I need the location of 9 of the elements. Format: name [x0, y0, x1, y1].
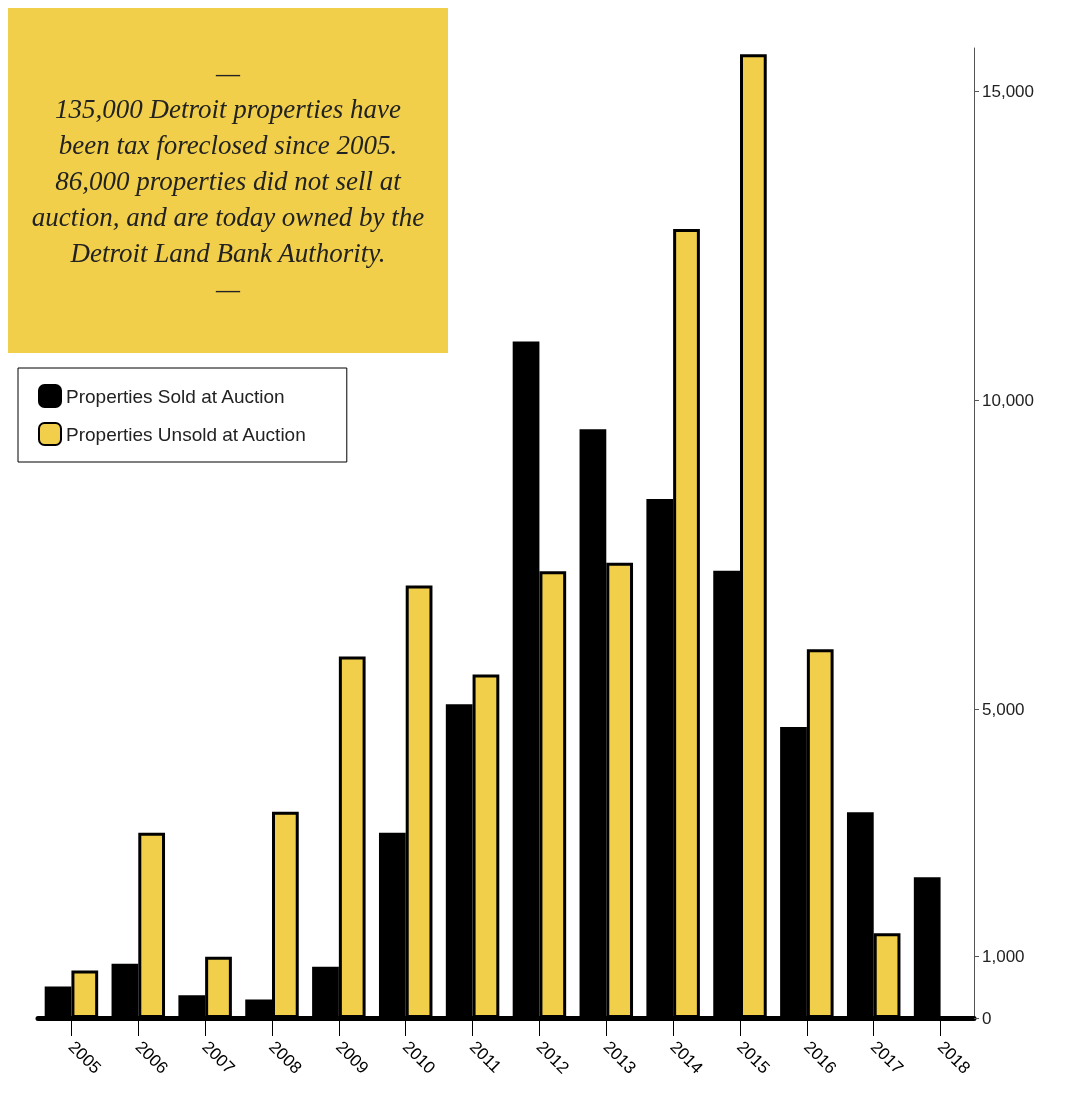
legend-label: Properties Unsold at Auction	[66, 423, 306, 445]
annotation: — 135,000 Detroit properties have been tax foreclosed since 2005. 86,000 properties did not sell at auction, and are today owned by the Detroit Land Bank Authority. —	[30, 56, 426, 306]
y-tick-label: 15,000	[982, 81, 1034, 101]
y-tick-label: 0	[982, 1008, 992, 1028]
note-card: — 135,000 Detroit properties have been tax foreclosed since 2005. 86,000 properties did not sell at auction, and are today owned by the Detroit Land Bank Authority. —	[8, 8, 448, 353]
y-tick-label: 1,000	[982, 946, 1025, 966]
y-tick-label: 10,000	[982, 390, 1034, 410]
y-tick-label: 5,000	[982, 699, 1025, 719]
legend-label: Properties Sold at Auction	[66, 385, 285, 407]
